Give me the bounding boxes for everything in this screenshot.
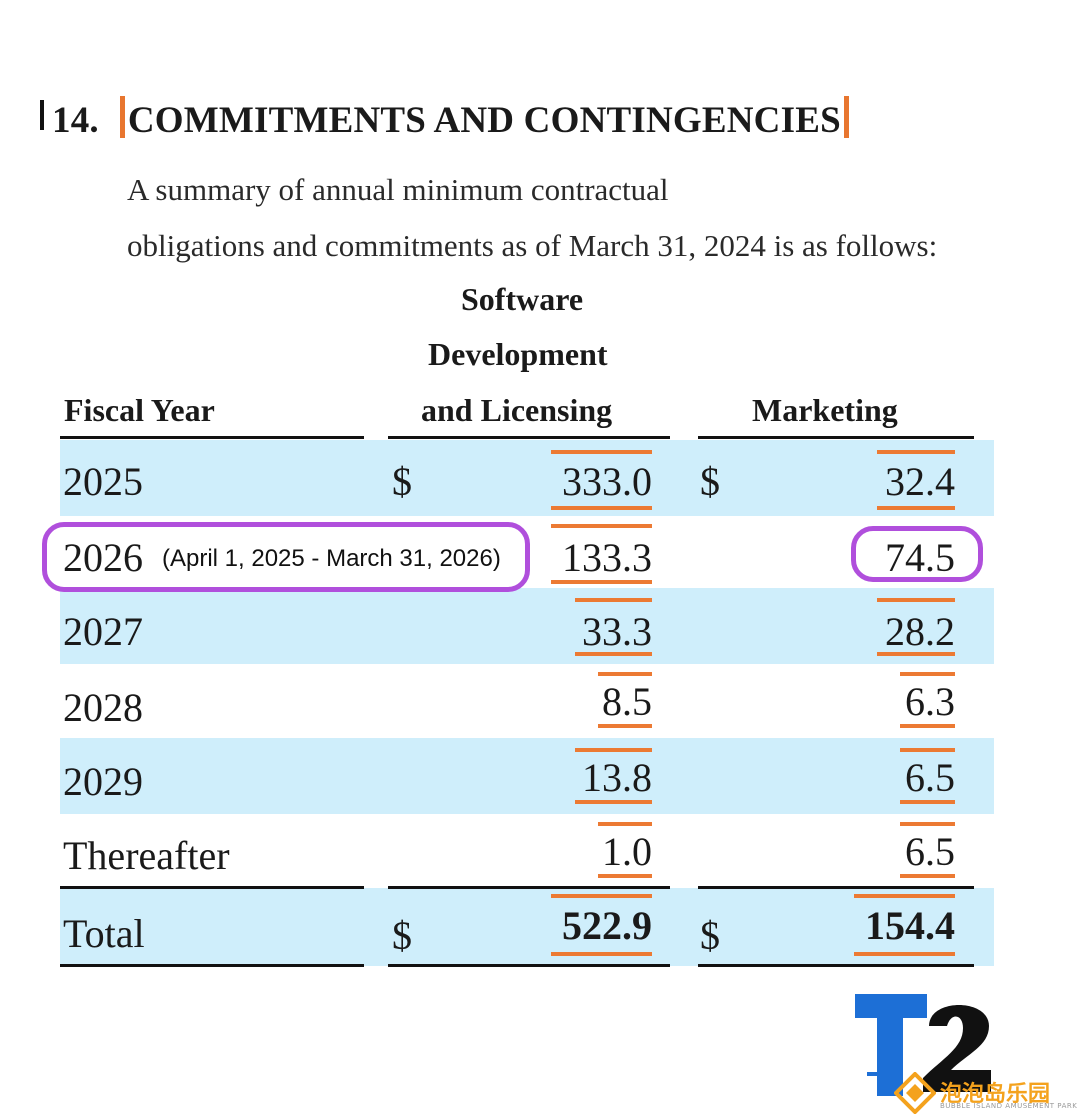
value-underline bbox=[575, 800, 652, 804]
value-underline bbox=[551, 506, 652, 510]
value-overline bbox=[900, 672, 955, 676]
highlight-bar-right bbox=[843, 96, 849, 138]
total-bottom-rule-marketing bbox=[698, 964, 974, 967]
total-marketing: 154.4 bbox=[865, 903, 955, 948]
header-software-line2: Development bbox=[428, 336, 608, 372]
value-underline bbox=[900, 874, 955, 878]
table-row-year: 2029 bbox=[63, 759, 143, 804]
value-underline bbox=[575, 652, 652, 656]
value-overline bbox=[877, 598, 955, 602]
diamond-logo-icon bbox=[894, 1072, 936, 1114]
value-overline bbox=[551, 524, 652, 528]
table-cell-software: 33.3 bbox=[582, 609, 652, 654]
total-rule-year bbox=[60, 886, 364, 889]
header-fiscal-year: Fiscal Year bbox=[64, 392, 215, 428]
total-rule-marketing bbox=[698, 886, 974, 889]
value-underline bbox=[598, 874, 652, 878]
row-band-2025 bbox=[60, 440, 994, 516]
value-underline bbox=[551, 580, 652, 584]
table-row-year: 2027 bbox=[63, 609, 143, 654]
value-overline bbox=[551, 894, 652, 898]
table-cell-software: 1.0 bbox=[602, 829, 652, 874]
callout-fiscal-2026 bbox=[42, 522, 530, 592]
table-cell-software: 8.5 bbox=[602, 679, 652, 724]
header-rule-year bbox=[60, 436, 364, 439]
value-overline bbox=[854, 894, 955, 898]
table-cell-software: 333.0 bbox=[562, 459, 652, 504]
intro-line-1: A summary of annual minimum contractual bbox=[127, 172, 669, 207]
table-cell-marketing: 6.5 bbox=[905, 755, 955, 800]
annotation-date-range: (April 1, 2025 - March 31, 2026) bbox=[162, 545, 501, 572]
total-bottom-rule-software bbox=[388, 964, 670, 967]
value-underline bbox=[877, 652, 955, 656]
value-underline bbox=[900, 724, 955, 728]
row-band-2029 bbox=[60, 738, 994, 814]
header-software-line3: and Licensing bbox=[421, 392, 613, 428]
callout-marketing-2026 bbox=[851, 526, 983, 582]
header-software-line1: Software bbox=[461, 281, 584, 317]
value-underline bbox=[598, 724, 652, 728]
value-overline bbox=[877, 450, 955, 454]
margin-mark bbox=[40, 100, 44, 130]
header-rule-software bbox=[388, 436, 670, 439]
value-overline bbox=[900, 822, 955, 826]
row-band-2027 bbox=[60, 588, 994, 664]
value-double-underline bbox=[854, 952, 955, 956]
t2-logo-icon bbox=[855, 994, 991, 1096]
currency-symbol: $ bbox=[700, 913, 720, 958]
header-marketing: Marketing bbox=[752, 392, 898, 428]
section-number: 14. bbox=[52, 100, 99, 141]
value-overline bbox=[900, 748, 955, 752]
header-rule-marketing bbox=[698, 436, 974, 439]
table-cell-software: 13.8 bbox=[582, 755, 652, 800]
brand-name: 泡泡岛乐园 bbox=[940, 1082, 1051, 1107]
table-row-year: 2028 bbox=[63, 685, 143, 730]
value-double-underline bbox=[551, 952, 652, 956]
currency-symbol: $ bbox=[700, 459, 720, 504]
table-row-year: Thereafter bbox=[63, 833, 230, 878]
value-overline bbox=[598, 672, 652, 676]
table-cell-software: 133.3 bbox=[562, 535, 652, 580]
total-rule-software bbox=[388, 886, 670, 889]
value-overline bbox=[551, 450, 652, 454]
table-cell-marketing: 6.5 bbox=[905, 829, 955, 874]
table-cell-marketing: 28.2 bbox=[885, 609, 955, 654]
table-cell-marketing: 6.3 bbox=[905, 679, 955, 724]
table-row-year: 2025 bbox=[63, 459, 143, 504]
brand-subtitle: BUBBLE ISLAND AMUSEMENT PARK bbox=[940, 1102, 1078, 1110]
currency-symbol: $ bbox=[392, 913, 412, 958]
table-cell-marketing: 74.5 bbox=[885, 535, 955, 580]
table-row-year: 2026 bbox=[63, 535, 143, 580]
table-cell-marketing: 32.4 bbox=[885, 459, 955, 504]
currency-symbol: $ bbox=[392, 459, 412, 504]
section-heading: 14. COMMITMENTS AND CONTINGENCIES bbox=[40, 96, 852, 142]
row-band-total bbox=[60, 888, 994, 966]
value-underline bbox=[877, 506, 955, 510]
section-title: COMMITMENTS AND CONTINGENCIES bbox=[127, 100, 841, 141]
value-overline bbox=[575, 748, 652, 752]
value-overline bbox=[575, 598, 652, 602]
total-bottom-rule-year bbox=[60, 964, 364, 967]
highlight-bar-left bbox=[119, 96, 125, 138]
value-underline bbox=[900, 800, 955, 804]
total-label: Total bbox=[63, 911, 145, 956]
value-overline bbox=[598, 822, 652, 826]
intro-line-2: obligations and commitments as of March … bbox=[127, 228, 938, 263]
total-software: 522.9 bbox=[562, 903, 652, 948]
